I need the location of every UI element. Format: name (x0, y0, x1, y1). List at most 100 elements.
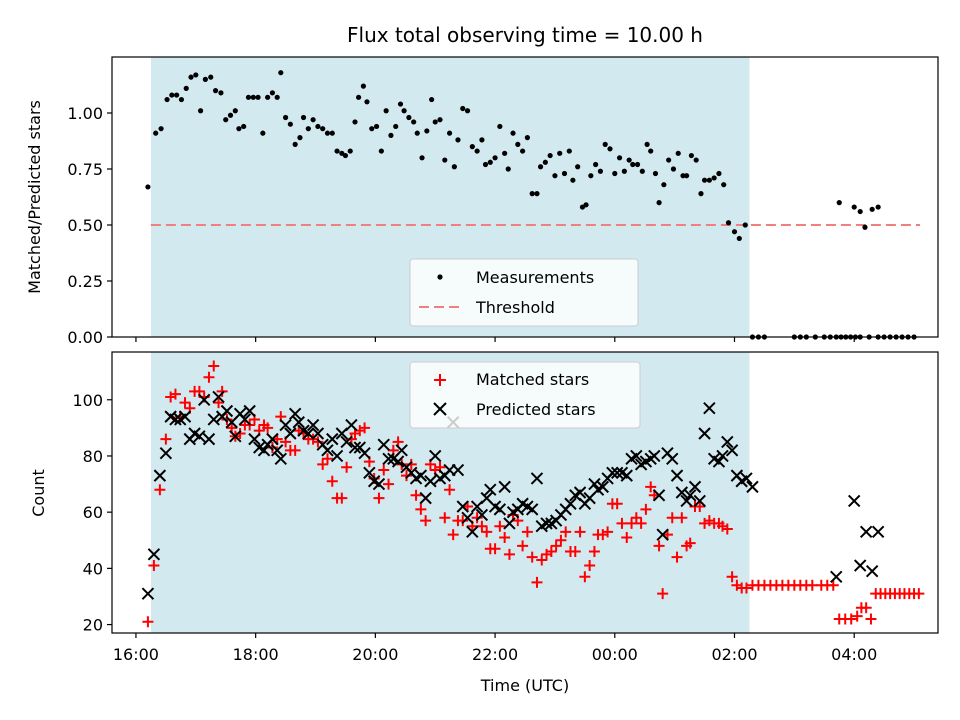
predicted-stars-point (197, 393, 211, 406)
predicted-stars-point (306, 418, 320, 432)
matched-stars-point (142, 616, 154, 628)
predicted-stars-point (675, 486, 689, 499)
measurement-point (464, 108, 471, 114)
panel-frame-bottom (111, 351, 939, 634)
measurement-point (378, 148, 384, 154)
matched-stars-point (521, 526, 533, 538)
measurement-point (661, 182, 667, 188)
predicted-stars-point (311, 427, 325, 440)
measurement-point (736, 235, 742, 242)
measurement-point (520, 148, 526, 154)
measurement-point (474, 148, 480, 154)
predicted-stars-point (248, 432, 261, 446)
matched-stars-point (317, 458, 329, 470)
matched-stars-point (666, 512, 678, 524)
matched-stars-point (721, 523, 733, 535)
legend-measurements-marker (437, 274, 443, 280)
y-tick-label: 0.75 (67, 160, 103, 179)
legend-matched-marker (434, 374, 446, 386)
matched-stars-point (378, 464, 390, 476)
measurement-point (227, 112, 234, 118)
measurement-point (315, 123, 321, 130)
predicted-stars-point (493, 503, 507, 516)
predicted-stars-point (484, 483, 497, 496)
matched-stars-point (439, 512, 451, 524)
measurement-point (178, 96, 185, 103)
measurement-point (255, 94, 261, 100)
matched-stars-point (676, 512, 688, 524)
predicted-stars-point (740, 472, 753, 485)
measurement-point (656, 200, 662, 206)
measurement-point (310, 117, 316, 123)
matched-stars-point (160, 433, 172, 445)
measurement-point (356, 94, 362, 100)
measurement-point (212, 88, 219, 94)
measurement-point (693, 157, 699, 163)
measurement-point (537, 164, 544, 170)
predicted-stars-point (153, 469, 167, 482)
measurement-point (862, 224, 868, 230)
matched-stars-point (827, 579, 839, 591)
measurement-point (324, 130, 331, 136)
measurement-point (193, 72, 199, 78)
predicted-stars-point (670, 469, 684, 482)
measurement-point (731, 229, 738, 235)
measurement-point (393, 123, 399, 130)
measurement-point (716, 170, 722, 177)
measurement-point (621, 168, 627, 174)
measurement-point (607, 146, 613, 152)
measurement-point (383, 108, 389, 114)
x-axis-title: Time (UTC) (480, 676, 569, 695)
measurement-point (529, 191, 535, 197)
predicted-stars-point (475, 508, 489, 522)
predicted-stars-point (503, 517, 516, 530)
predicted-stars-point (606, 466, 619, 480)
matched-stars-point (635, 517, 647, 529)
measurement-point (680, 173, 686, 179)
predicted-stars-point (847, 494, 861, 508)
measurement-point (534, 191, 540, 197)
predicted-stars-point (377, 438, 390, 451)
matched-stars-point (326, 475, 338, 487)
matched-stars-point (471, 512, 483, 524)
matched-stars-point (169, 388, 181, 400)
matched-stars-point (341, 461, 353, 473)
matched-stars-point (588, 546, 600, 558)
matched-stars-point (208, 360, 220, 372)
measurement-point (342, 152, 349, 159)
measurement-point (742, 222, 748, 228)
predicted-stars-point (229, 430, 242, 443)
x-ticks-bottom: 16:00 18:00 20:00 22:00 00:00 02:00 04:00 (113, 633, 877, 664)
matched-stars-point (526, 551, 538, 563)
measurement-point (524, 135, 530, 141)
matched-stars-point (694, 501, 706, 513)
measurement-point (451, 164, 457, 170)
measurement-point (561, 170, 568, 177)
predicted-stars-point (243, 404, 256, 418)
measurement-point (424, 128, 430, 134)
measurement-point (675, 150, 681, 156)
measurement-point (202, 76, 208, 82)
predicted-stars-point (610, 466, 624, 480)
measurement-point (648, 148, 654, 154)
matched-stars-point (671, 551, 683, 563)
predicted-stars-point (238, 413, 252, 426)
predicted-stars-point (648, 449, 661, 463)
predicted-stars-point (680, 494, 693, 508)
predicted-stars-point (573, 486, 587, 499)
measurement-point (347, 148, 353, 154)
measurement-point (851, 204, 857, 210)
predicted-stars-point (429, 449, 442, 463)
matched-stars-point (213, 397, 225, 409)
predicted-stars-point (871, 525, 885, 539)
measurement-point (183, 85, 189, 91)
y-ticks-bottom: 20 40 60 80 100 (72, 391, 112, 635)
measurement-point (223, 117, 229, 123)
matched-stars-point (447, 529, 459, 541)
matched-stars-point (444, 484, 456, 496)
matched-stars-point (266, 442, 278, 454)
measurement-point (406, 114, 412, 121)
matched-stars-point (645, 481, 657, 493)
x-tick-label: 02:00 (711, 645, 757, 664)
x-ticks-top (135, 337, 855, 342)
